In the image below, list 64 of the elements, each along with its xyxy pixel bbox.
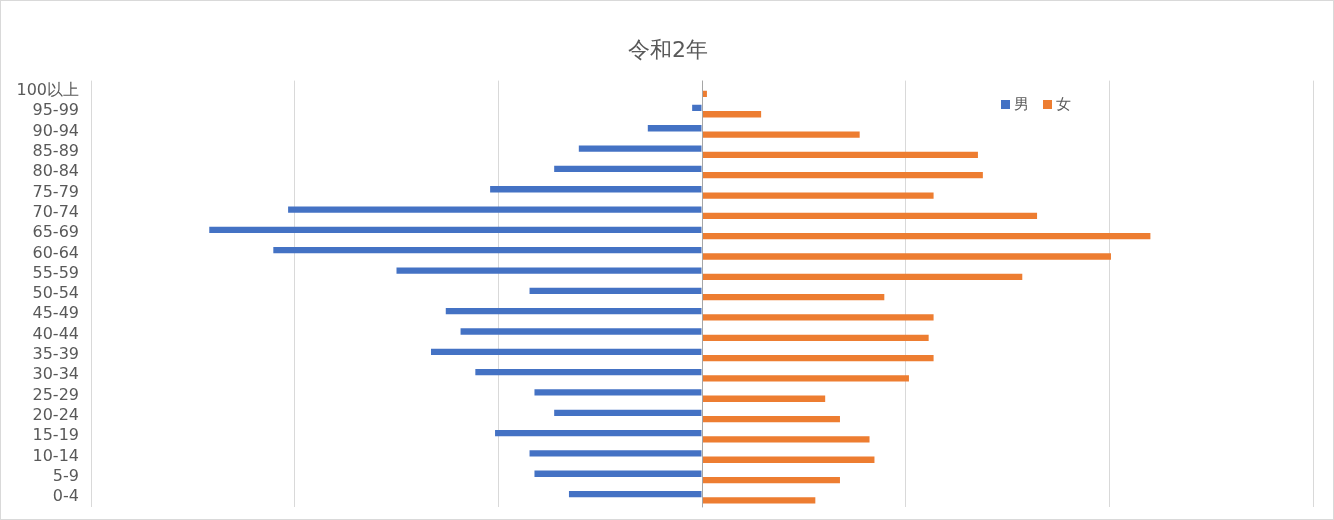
bar xyxy=(445,308,702,315)
bar xyxy=(554,409,702,416)
bar xyxy=(702,111,762,118)
y-tick-label: 50-54 xyxy=(32,283,79,303)
y-tick-label: 55-59 xyxy=(32,262,79,282)
bar xyxy=(647,125,702,132)
bar xyxy=(702,273,1023,280)
y-tick-label: 75-79 xyxy=(32,181,79,201)
bar xyxy=(702,212,1038,220)
y-tick-label: 65-69 xyxy=(32,222,79,242)
y-tick-label: 10-14 xyxy=(32,445,79,465)
bar xyxy=(702,334,929,341)
bar xyxy=(534,389,702,396)
bar xyxy=(529,450,702,457)
bar xyxy=(702,253,1111,260)
bar xyxy=(702,497,816,504)
bar xyxy=(288,206,702,213)
bar xyxy=(702,192,934,199)
bar xyxy=(534,470,702,477)
bar xyxy=(430,348,702,355)
bar xyxy=(692,104,702,112)
bar xyxy=(702,476,840,484)
bar xyxy=(702,375,909,382)
y-tick-label: 60-64 xyxy=(32,242,79,262)
bar xyxy=(702,131,860,138)
bar xyxy=(702,233,1151,240)
bar xyxy=(396,267,702,274)
bar xyxy=(554,165,702,173)
bar xyxy=(495,429,702,437)
bar xyxy=(702,395,826,402)
legend-label: 女 xyxy=(1055,95,1071,114)
bar xyxy=(702,415,840,423)
bar xyxy=(475,369,702,376)
y-tick-label: 25-29 xyxy=(32,384,79,404)
bar xyxy=(702,314,934,321)
y-tick-label: 90-94 xyxy=(32,120,79,140)
bar xyxy=(529,287,702,294)
bar xyxy=(460,328,702,335)
chart-title: 令和2年 xyxy=(627,36,709,64)
y-tick-label: 80-84 xyxy=(32,161,79,181)
y-tick-label: 5-9 xyxy=(52,466,79,486)
bar xyxy=(702,354,934,362)
legend-label: 男 xyxy=(1013,95,1029,114)
y-tick-label: 35-39 xyxy=(32,344,79,364)
y-tick-label: 45-49 xyxy=(32,303,79,323)
y-tick-label: 40-44 xyxy=(32,323,79,343)
bar xyxy=(702,456,875,463)
y-tick-label: 95-99 xyxy=(32,100,79,120)
bar xyxy=(702,151,978,159)
bar xyxy=(209,226,702,234)
y-tick-label: 20-24 xyxy=(32,405,79,425)
bar xyxy=(490,186,702,193)
y-tick-label: 15-19 xyxy=(32,425,79,445)
y-tick-label: 30-34 xyxy=(32,364,79,384)
y-tick-label: 0-4 xyxy=(52,486,79,506)
y-tick-label: 85-89 xyxy=(32,140,79,160)
bar xyxy=(702,294,885,301)
bar xyxy=(702,436,870,443)
y-tick-label: 70-74 xyxy=(32,201,79,221)
bar xyxy=(273,247,702,254)
bar xyxy=(702,172,983,179)
y-tick-label: 100以上 xyxy=(16,79,79,99)
bar xyxy=(578,145,702,152)
bar xyxy=(568,490,702,498)
